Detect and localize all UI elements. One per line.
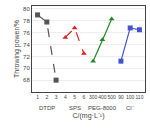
svg-text:5: 5 <box>73 94 76 100</box>
svg-text:110: 110 <box>135 94 143 100</box>
svg-text:76: 76 <box>23 30 30 36</box>
svg-text:72: 72 <box>23 54 30 60</box>
svg-text:68: 68 <box>23 77 30 83</box>
svg-text:78: 78 <box>23 18 30 24</box>
svg-text:Cl⁻: Cl⁻ <box>126 105 134 111</box>
svg-text:74: 74 <box>23 42 30 48</box>
svg-text:6: 6 <box>82 94 85 100</box>
svg-text:70: 70 <box>23 65 30 71</box>
svg-text:300: 300 <box>89 94 98 100</box>
svg-text:90: 90 <box>118 94 124 100</box>
svg-text:SPS: SPS <box>69 105 81 111</box>
svg-text:DTDP: DTDP <box>39 105 55 111</box>
svg-text:1: 1 <box>36 94 39 100</box>
svg-text:80: 80 <box>23 6 30 12</box>
svg-text:C/(mg·L⁻¹): C/(mg·L⁻¹) <box>73 112 105 120</box>
svg-text:2: 2 <box>45 94 48 100</box>
svg-text:500: 500 <box>107 94 116 100</box>
svg-text:PEG-8000: PEG-8000 <box>88 105 117 111</box>
svg-text:3: 3 <box>55 94 58 100</box>
svg-text:400: 400 <box>98 94 107 100</box>
svg-text:100: 100 <box>126 94 135 100</box>
svg-text:Throwing power/%: Throwing power/% <box>13 20 21 78</box>
svg-text:4: 4 <box>64 94 67 100</box>
